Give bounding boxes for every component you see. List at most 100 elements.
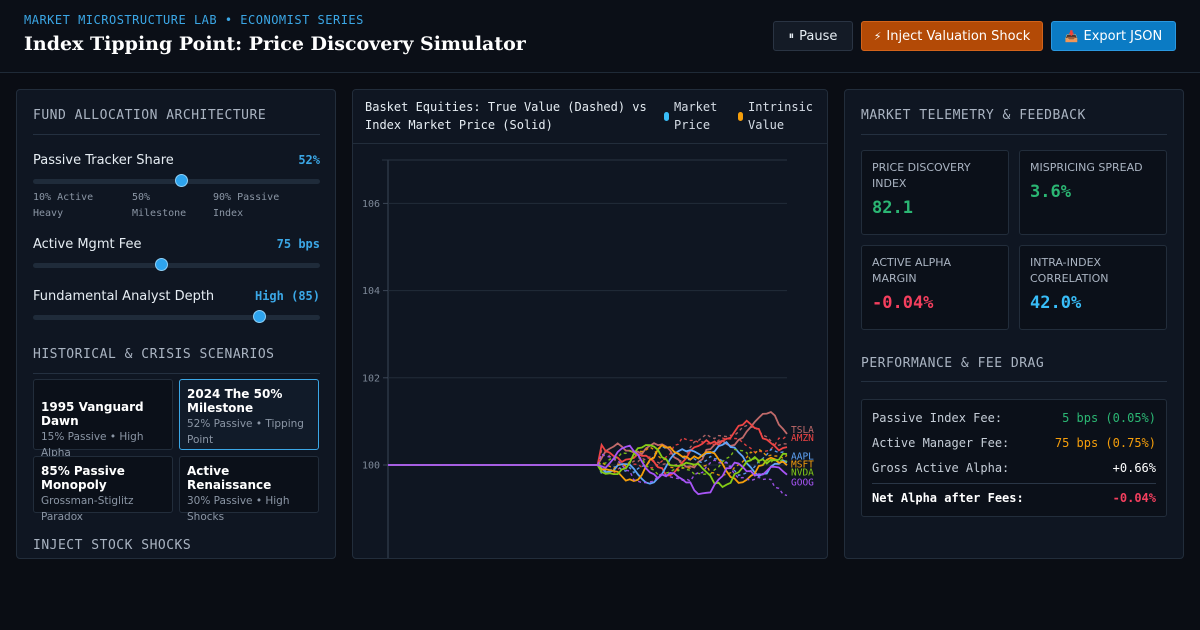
divider [861,381,1167,382]
passive-share-thumb[interactable] [175,174,189,187]
export-json-button[interactable]: 📥 Export JSON [1051,21,1176,51]
series-kicker: MARKET MICROSTRUCTURE LAB • ECONOMIST SE… [24,13,364,27]
performance-title: PERFORMANCE & FEE DRAG [861,356,1045,371]
passive-share-value: 52% [298,153,320,167]
allocation-title: FUND ALLOCATION ARCHITECTURE [33,108,267,123]
series-end-label: AMZN [791,433,814,444]
mgmt-fee-thumb[interactable] [155,258,169,271]
telemetry-title: MARKET TELEMETRY & FEEDBACK [861,108,1086,123]
divider [33,373,320,374]
scenario-name: 1995 Vanguard Dawn [41,400,144,428]
legend-market-price: Market Price [664,98,734,134]
scenarios-title: HISTORICAL & CRISIS SCENARIOS [33,347,275,362]
intrinsic-value-line [388,452,788,497]
tick-label: 50% Milestone [132,192,187,219]
metric-label: PRICE DISCOVERY INDEX [872,161,971,190]
series-end-label: NVDA [791,467,814,478]
allocation-panel: FUND ALLOCATION ARCHITECTURE Passive Tra… [16,89,336,559]
fee-row: Gross Active Alpha: +0.66% [872,461,1156,479]
divider [33,134,320,135]
scenario-card[interactable]: 85% Passive Monopoly Grossman-Stiglitz P… [33,456,173,523]
net-alpha-key: Net Alpha after Fees: [872,491,1024,505]
metric-tile: MISPRICING SPREAD 3.6% [1019,150,1167,235]
scenario-name: 85% Passive Monopoly [41,464,125,492]
net-alpha-row: Net Alpha after Fees: -0.04% [872,491,1156,509]
fee-value: +0.66% [1112,461,1156,475]
scenario-subtitle: 52% Passive • Tipping Point [187,418,304,446]
series-end-label: MSFT [791,459,814,470]
scenario-card[interactable]: Active Renaissance 30% Passive • High Sh… [179,456,319,523]
y-tick-label: 102 [362,373,380,384]
pause-button[interactable]: ⏸ Pause [773,21,853,51]
metric-value: 3.6% [1030,182,1071,202]
metric-tile: INTRA-INDEX CORRELATION 42.0% [1019,245,1167,330]
market-price-line [388,444,788,489]
app-header: MARKET MICROSTRUCTURE LAB • ECONOMIST SE… [0,0,1200,73]
scenario-name: Active Renaissance [187,464,272,492]
download-tray-icon: 📥 [1064,29,1079,43]
series-end-label: AAPL [791,451,814,462]
mgmt-fee-value: 75 bps [276,237,320,251]
market-price-line [388,444,788,496]
fee-value: 75 bps (0.75%) [1054,436,1156,450]
divider [861,134,1167,135]
scenario-subtitle: Grossman-Stiglitz Paradox [41,495,134,523]
fee-row: Passive Index Fee: 5 bps (0.05%) [872,411,1156,429]
tick-label: 10% Active Heavy [33,192,94,219]
inject-shock-label: Inject Valuation Shock [886,28,1031,44]
pause-icon: ⏸ [788,29,795,42]
y-tick-label: 104 [362,286,380,297]
market-price-line [388,410,788,469]
metric-value: -0.04% [872,293,934,313]
analyst-depth-thumb[interactable] [252,310,266,323]
legend-intrinsic-value: Intrinsic Value [738,98,826,134]
divider [872,483,1156,484]
export-json-label: Export JSON [1083,28,1163,44]
fee-value: 5 bps (0.05%) [1062,411,1156,425]
analyst-depth-slider[interactable] [33,310,320,323]
scenario-name: 2024 The 50% Milestone [187,387,283,415]
legend-swatch [738,112,743,121]
market-price-line [388,443,788,484]
fee-key: Active Manager Fee: [872,436,1010,450]
y-tick-label: 100 [362,461,380,472]
series-end-label: GOOG [791,477,814,488]
tick-label: 90% Passive Index [213,192,280,219]
stock-shocks-title: INJECT STOCK SHOCKS [33,538,192,553]
metric-tile: ACTIVE ALPHA MARGIN -0.04% [861,245,1009,330]
chart-title: Basket Equities: True Value (Dashed) vs … [365,100,647,132]
scenario-subtitle: 30% Passive • High Shocks [187,495,290,523]
y-tick-label: 106 [362,199,380,210]
telemetry-panel: MARKET TELEMETRY & FEEDBACK PRICE DISCOV… [844,89,1184,559]
analyst-depth-value: High (85) [254,289,320,303]
mgmt-fee-label: Active Mgmt Fee [33,237,142,252]
net-alpha-value: -0.04% [1112,491,1156,505]
lightning-icon: ⚡ [873,29,882,43]
metric-label: MISPRICING SPREAD [1030,161,1143,174]
passive-share-label: Passive Tracker Share [33,153,174,168]
metric-label: ACTIVE ALPHA MARGIN [872,256,952,285]
passive-share-ticks: 10% Active Heavy 50% Milestone 90% Passi… [33,190,320,220]
legend-label: Market Price [674,100,718,132]
fee-key: Passive Index Fee: [872,411,1003,425]
fee-breakdown: Passive Index Fee: 5 bps (0.05%) Active … [861,399,1167,517]
metric-value: 42.0% [1030,293,1082,313]
scenario-card[interactable]: 2024 The 50% Milestone 52% Passive • Tip… [179,379,319,450]
metric-value: 82.1 [872,198,913,218]
page-title: Index Tipping Point: Price Discovery Sim… [24,33,526,55]
intrinsic-value-line [388,424,788,468]
mgmt-fee-slider[interactable] [33,258,320,271]
scenario-card[interactable]: 1995 Vanguard Dawn 15% Passive • High Al… [33,379,173,459]
market-price-line [388,419,788,477]
chart-panel: Basket Equities: True Value (Dashed) vs … [352,89,828,559]
inject-shock-button[interactable]: ⚡ Inject Valuation Shock [861,21,1043,51]
metric-tile: PRICE DISCOVERY INDEX 82.1 [861,150,1009,235]
chart-header: Basket Equities: True Value (Dashed) vs … [353,90,827,144]
fee-key: Gross Active Alpha: [872,461,1010,475]
passive-share-slider[interactable] [33,174,320,187]
legend-swatch [664,112,669,121]
fee-row: Active Manager Fee: 75 bps (0.75%) [872,436,1156,454]
analyst-depth-label: Fundamental Analyst Depth [33,289,215,304]
legend-label: Intrinsic Value [748,100,814,132]
